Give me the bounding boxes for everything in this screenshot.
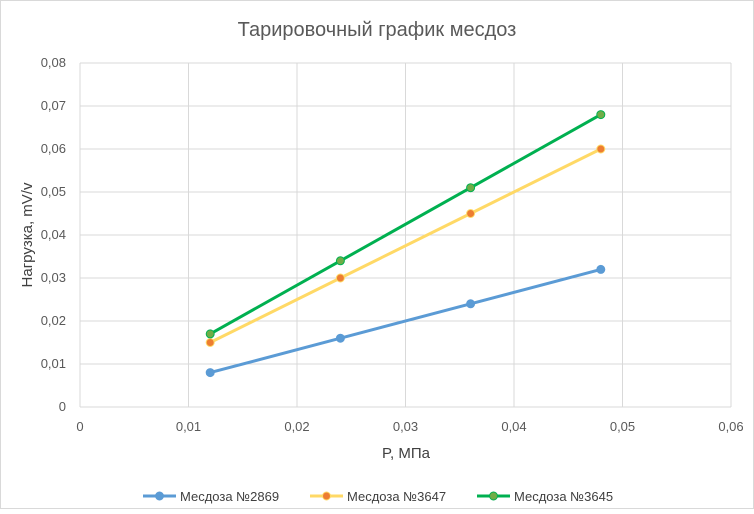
- data-point: [596, 144, 606, 154]
- series-line: [208, 267, 603, 375]
- y-tick-label: 0,02: [41, 313, 66, 328]
- series-group: [205, 264, 606, 378]
- series-layer: [205, 110, 606, 378]
- legend-item: Месдоза №2869: [143, 489, 279, 504]
- data-point: [205, 368, 215, 378]
- legend-label: Месдоза №2869: [180, 489, 279, 504]
- series-line: [208, 147, 603, 344]
- legend-item: Месдоза №3647: [310, 489, 446, 504]
- data-point: [205, 329, 215, 339]
- y-tick-label: 0,06: [41, 141, 66, 156]
- legend-label: Месдоза №3647: [347, 489, 446, 504]
- legend-item: Месдоза №3645: [477, 489, 613, 504]
- legend-marker: [155, 491, 164, 501]
- tick-labels: 0 0,01 0,02 0,03 0,04 0,05 0,06 0,07 0,08 0 0,01 0,…: [41, 55, 744, 434]
- x-axis-label: P, МПа: [382, 445, 431, 462]
- data-point: [335, 333, 345, 343]
- data-point: [466, 183, 476, 193]
- series-group: [205, 110, 606, 339]
- series-group: [205, 144, 606, 347]
- series-line: [208, 113, 603, 336]
- x-tick-label: 0,03: [393, 419, 418, 434]
- data-point: [596, 110, 606, 120]
- data-point: [596, 264, 606, 274]
- x-tick-label: 0,06: [718, 419, 743, 434]
- y-tick-label: 0,05: [41, 184, 66, 199]
- legend: Месдоза №2869 Месдоза №3647 Месдоза №3645: [143, 489, 613, 504]
- y-tick-label: 0,01: [41, 356, 66, 371]
- y-axis-label: Нагрузка, mV/v: [19, 182, 36, 287]
- x-tick-label: 0,04: [501, 419, 526, 434]
- x-tick-label: 0,02: [284, 419, 309, 434]
- data-point: [466, 299, 476, 309]
- x-tick-label: 0,01: [176, 419, 201, 434]
- y-tick-label: 0,07: [41, 98, 66, 113]
- grid-layer: [79, 62, 732, 408]
- chart-title: Тарировочный график месдоз: [238, 19, 517, 41]
- y-tick-label: 0,04: [41, 227, 66, 242]
- x-tick-label: 0,05: [610, 419, 635, 434]
- data-point: [335, 256, 345, 266]
- data-point: [205, 338, 215, 347]
- y-tick-label: 0,03: [41, 270, 66, 285]
- x-tick-label: 0: [76, 419, 83, 434]
- y-tick-label: 0,08: [41, 55, 66, 70]
- legend-marker: [489, 491, 498, 501]
- data-point: [335, 273, 345, 283]
- legend-marker: [322, 491, 331, 501]
- y-tick-label: 0: [59, 399, 66, 414]
- legend-label: Месдоза №3645: [514, 489, 613, 504]
- data-point: [466, 209, 476, 218]
